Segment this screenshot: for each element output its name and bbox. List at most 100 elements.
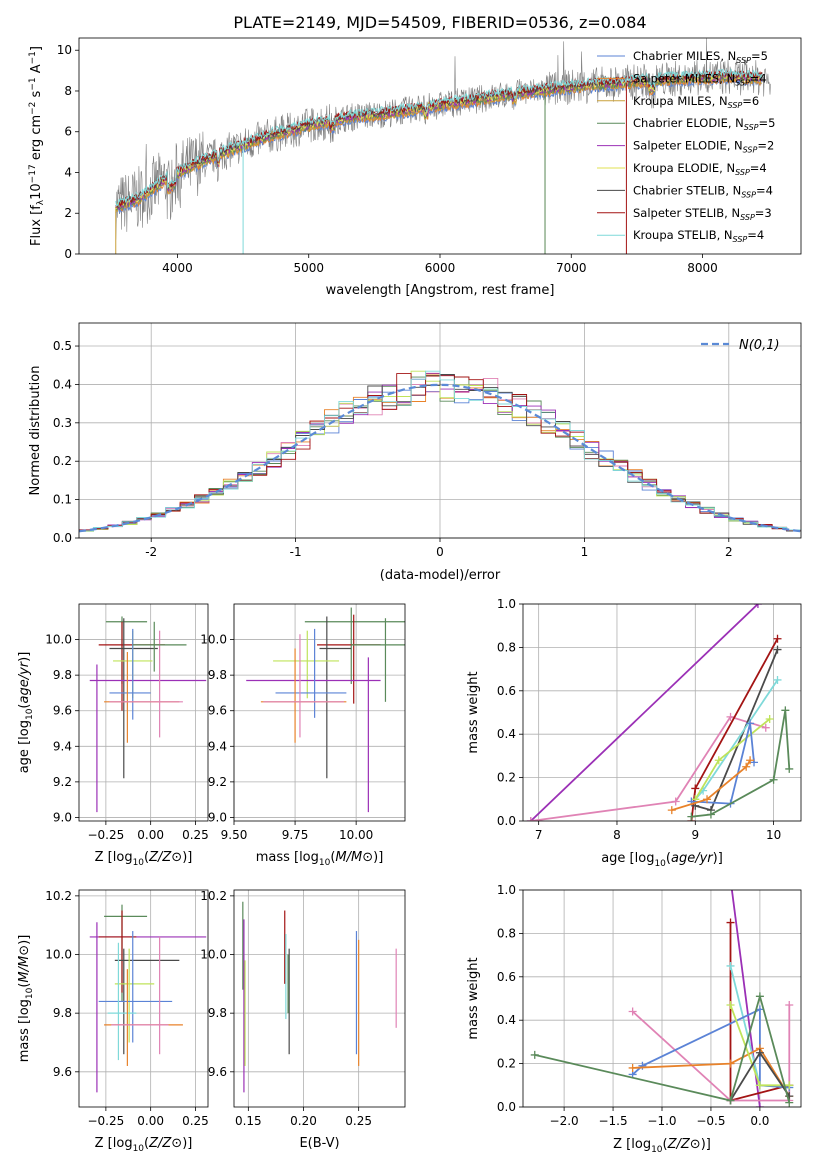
x-tick-label: −1.0 xyxy=(647,1114,676,1128)
x-axis-label: Z [log10(Z/Z⊙)] xyxy=(95,850,193,868)
y-axis-label: Flux [fλ10−17 erg cm−2 s−1 A−1] xyxy=(28,46,46,246)
y-tick-label: 0.6 xyxy=(497,684,516,698)
x-tick-label: 7000 xyxy=(556,261,587,275)
y-tick-label: 10.0 xyxy=(200,948,227,962)
weight-line-salpeter_stelib xyxy=(690,638,779,821)
errorbar-point xyxy=(98,621,165,711)
errorbar-point xyxy=(104,652,180,743)
axes-frame xyxy=(522,889,802,1108)
weight_vs_Z-plot-area xyxy=(530,875,794,1107)
y-tick-label: 0.1 xyxy=(53,493,72,507)
errorbar-point xyxy=(98,910,137,993)
y-tick-label: 0.2 xyxy=(53,454,72,468)
x-axis-label: Z [log10(Z/Z⊙)] xyxy=(613,1137,711,1155)
weight-line-salpeter_miles xyxy=(671,759,751,811)
mass_vs_Z-grid xyxy=(79,890,208,1107)
errorbar-point xyxy=(109,630,183,738)
x-tick-label: 0.25 xyxy=(345,1114,372,1128)
y-tick-label: 0.5 xyxy=(53,339,72,353)
weight-marker xyxy=(706,810,715,819)
spectrum-panel: 4000 5000 6000 7000 8000 0 2 4 6 8 10 wavelength [A… xyxy=(28,37,802,298)
mass-vs-ebv-panel: 0.15 0.20 0.25 9.6 9.8 10.0 10.2 E(B-V) xyxy=(200,889,406,1151)
spectrum-plot-area xyxy=(115,38,771,254)
x-tick-label: -1 xyxy=(290,545,302,559)
weight-line-chabrier_miles xyxy=(691,723,755,805)
y-tick-label: 2 xyxy=(64,206,72,220)
y-tick-label: 9.4 xyxy=(208,739,227,753)
weight-marker xyxy=(726,1059,735,1068)
x-tick-label: 2 xyxy=(725,545,733,559)
x-tick-label: −0.5 xyxy=(696,1114,725,1128)
y-tick-label: 9.6 xyxy=(208,704,227,718)
weight-marker xyxy=(703,795,712,804)
weight-marker xyxy=(755,992,764,1001)
model-line-kroupa_elodie xyxy=(115,70,763,210)
x-axis-label: (data-model)/error xyxy=(380,568,501,583)
x-tick-label: 8000 xyxy=(687,261,718,275)
mass_vs_ebv-grid xyxy=(234,890,405,1107)
axes-frame xyxy=(233,603,406,822)
y-tick-label: 9.6 xyxy=(53,704,72,718)
errorbar-point xyxy=(263,634,344,738)
x-axis-label: Z [log10(Z/Z⊙)] xyxy=(95,1136,193,1154)
residuals-plot-area xyxy=(79,370,801,533)
weight-marker xyxy=(667,806,676,815)
x-tick-label: 4000 xyxy=(162,261,193,275)
weight-vs-z-panel: −2.0 −1.5 −1.0 −0.5 0.0 0.0 0.2 0.4 0.6 0.8 1.0 Z [… xyxy=(466,875,802,1155)
weight-marker xyxy=(746,719,755,728)
mass_vs_Z-plot-area xyxy=(89,904,207,1093)
weight-marker xyxy=(628,1007,637,1016)
x-tick-label: 0.25 xyxy=(182,1114,209,1128)
y-tick-label: 9.6 xyxy=(208,1065,227,1079)
y-tick-label: 9.2 xyxy=(208,775,227,789)
weight-marker xyxy=(742,762,751,771)
x-tick-label: 10 xyxy=(766,828,781,842)
y-tick-label: 9.8 xyxy=(208,668,227,682)
axes-frame xyxy=(78,603,209,822)
x-axis-label: E(B-V) xyxy=(299,1136,339,1151)
axes-frame xyxy=(522,603,802,822)
age-vs-mass-panel: 9.50 9.75 10.00 9.0 9.2 9.4 9.6 9.8 10.0 mass [lo… xyxy=(200,603,406,868)
errorbar-point xyxy=(105,616,148,685)
y-tick-label: 9.8 xyxy=(53,1006,72,1020)
weight-marker xyxy=(628,1063,637,1072)
weight-line-pink xyxy=(631,1005,791,1102)
mass-vs-z-panel: −0.25 0.00 0.25 9.6 9.8 10.0 10.2 Z [log10(Z/Z⊙… xyxy=(17,889,209,1154)
y-tick-label: 0 xyxy=(64,247,72,261)
weight-marker xyxy=(638,1061,647,1070)
x-axis-label: wavelength [Angstrom, rest frame] xyxy=(326,283,555,298)
age_vs_mass-grid xyxy=(233,604,405,821)
weight-marker xyxy=(785,1001,794,1010)
x-tick-label: 0.0 xyxy=(750,1114,769,1128)
x-tick-label: −2.0 xyxy=(550,1114,579,1128)
errorbar-point xyxy=(89,664,207,813)
weight-marker xyxy=(755,1048,764,1057)
errorbar-point xyxy=(132,621,187,672)
x-tick-label: −0.25 xyxy=(87,1114,124,1128)
weight-marker xyxy=(726,1001,735,1010)
y-tick-label: 9.6 xyxy=(53,1065,72,1079)
age_vs_Z-plot-area xyxy=(89,616,207,813)
y-tick-label: 0.8 xyxy=(497,926,516,940)
x-tick-label: 9.50 xyxy=(221,828,248,842)
x-tick-label: 0.00 xyxy=(137,1114,164,1128)
figure-title: PLATE=2149, MJD=54509, FIBERID=0536, z=0… xyxy=(233,13,646,32)
y-axis-label: Normed distribution xyxy=(28,366,43,496)
y-tick-label: 1.0 xyxy=(497,883,516,897)
weight_vs_age-grid xyxy=(523,603,801,822)
weight-marker xyxy=(727,875,735,883)
weight-marker xyxy=(726,712,735,721)
age_vs_mass-plot-area xyxy=(246,607,405,813)
y-tick-label: 9.4 xyxy=(53,739,72,753)
y-axis-label: mass weight xyxy=(466,957,481,1039)
x-tick-label: 0 xyxy=(436,545,444,559)
x-tick-label: 9.75 xyxy=(282,828,309,842)
legend-entry: Salpeter MILES, NSSP=4 xyxy=(633,71,767,87)
weight_vs_age-plot-area xyxy=(526,604,794,821)
y-tick-label: 0.3 xyxy=(53,416,72,430)
errorbar-point xyxy=(275,628,347,718)
errorbar-point xyxy=(319,616,352,779)
weight-line-salpeter_miles xyxy=(632,1047,791,1097)
weight-marker xyxy=(714,756,723,765)
